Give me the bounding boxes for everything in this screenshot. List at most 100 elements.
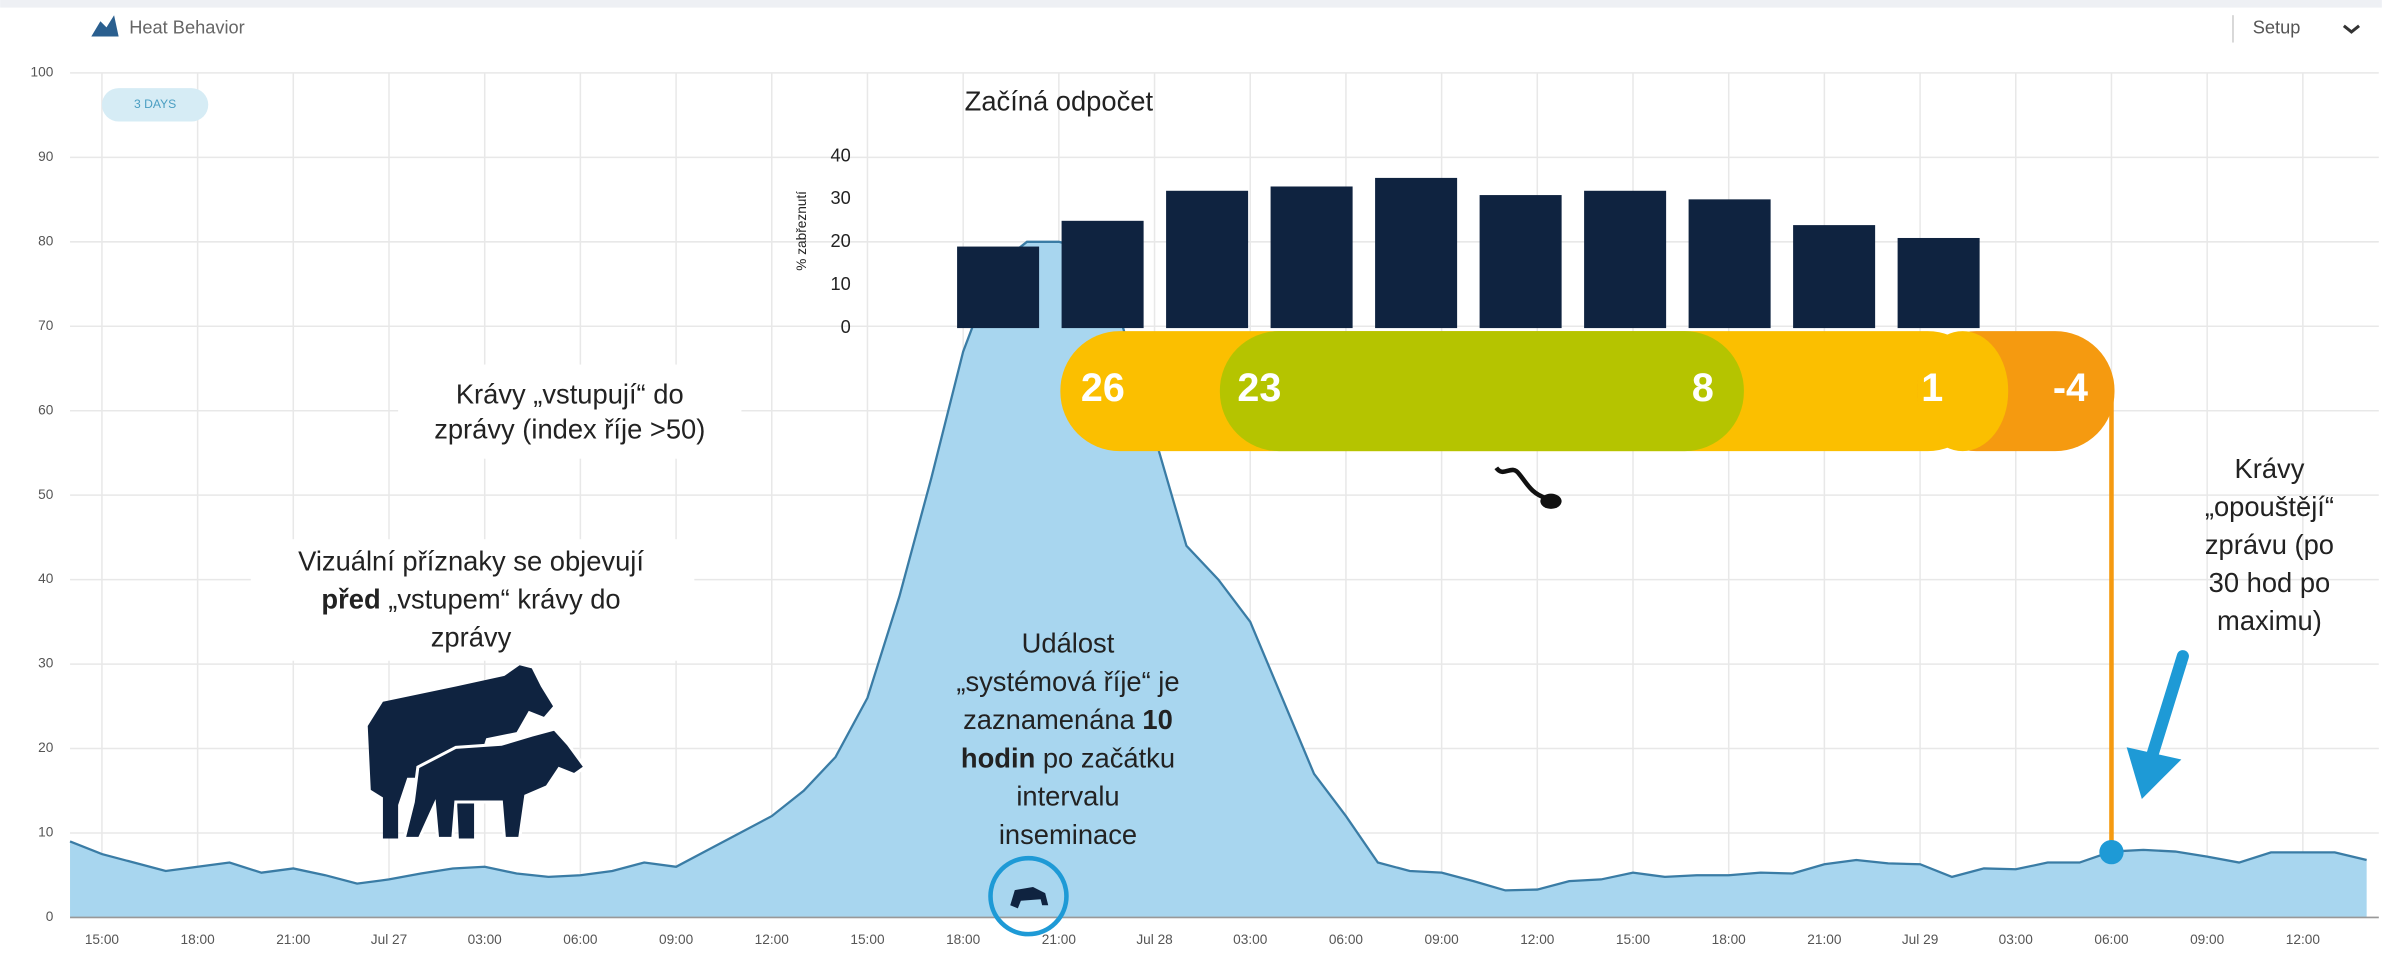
y-tick-label: 50: [38, 487, 54, 502]
x-tick-label: 12:00: [1520, 932, 1555, 947]
bar: [1479, 195, 1562, 329]
top-strip: [0, 0, 2382, 8]
bar: [1584, 190, 1667, 329]
annotation-line: inseminace: [999, 819, 1137, 850]
header-title: Heat Behavior: [129, 18, 244, 38]
x-tick-label: 03:00: [1233, 932, 1268, 947]
annotation-line: intervalu: [1016, 781, 1119, 812]
bar: [1166, 190, 1249, 329]
area: [70, 241, 2367, 918]
x-tick-label: Jul 28: [1136, 932, 1172, 947]
x-tick-label: 15:00: [85, 932, 120, 947]
bar: [1061, 220, 1144, 329]
annotation-run: inseminace: [999, 819, 1137, 850]
annotation-bg: [250, 539, 695, 661]
annotation-line: „opouštějí“: [2205, 491, 2334, 522]
x-tick-label: 18:00: [946, 932, 981, 947]
inset-y-tick-label: 20: [830, 231, 850, 251]
annotation-line: zprávy: [431, 622, 512, 653]
y-tick-label: 20: [38, 740, 54, 755]
bar: [1897, 237, 1980, 329]
annotation-run: „vstupem“ krávy do: [381, 584, 621, 615]
inset-y-label: % zabřeznutí: [794, 191, 809, 271]
setup-button[interactable]: Setup: [2253, 18, 2301, 38]
x-tick-label: 03:00: [1999, 932, 2034, 947]
annotation-line: hodin po začátku: [961, 743, 1175, 774]
x-tick-label: 09:00: [1425, 932, 1460, 947]
annotation-run: zaznamenána: [963, 704, 1142, 735]
annotation-line: zprávu (po: [2205, 529, 2334, 560]
annotation-bg: [398, 364, 742, 459]
annotation-run: 30 hod po: [2209, 567, 2331, 598]
annotation-run: zprávy: [431, 622, 512, 653]
annotation-run: „systémová říje“ je: [956, 666, 1179, 697]
x-tick-label: 21:00: [1042, 932, 1077, 947]
range-pill[interactable]: [101, 88, 209, 122]
y-tick-label: 40: [38, 571, 54, 586]
annotation-line: „systémová říje“ je: [956, 666, 1179, 697]
y-tick-label: 30: [38, 656, 54, 671]
countdown-label: 26: [1081, 366, 1125, 410]
inset-y-tick-label: 10: [830, 274, 850, 294]
sperm-head: [1540, 493, 1562, 509]
inset-y-tick-label: 0: [841, 317, 851, 337]
x-tick-label: 12:00: [755, 932, 790, 947]
annotation-run: Krávy „vstupují“ do: [456, 379, 684, 410]
y-tick-label: 80: [38, 233, 54, 248]
y-tick-label: 10: [38, 825, 54, 840]
leave-dot: [2099, 839, 2124, 865]
x-tick-label: 09:00: [659, 932, 694, 947]
arrow-shaft: [2144, 650, 2189, 766]
bar: [1793, 225, 1876, 329]
annotation-run: Vizuální příznaky se objevují: [298, 546, 644, 577]
annotation-run: „opouštějí“: [2205, 491, 2334, 522]
x-tick-label: 18:00: [1712, 932, 1747, 947]
x-tick-label: 15:00: [1616, 932, 1651, 947]
annotation-line: 30 hod po: [2209, 567, 2331, 598]
inset-y-tick-label: 30: [830, 188, 850, 208]
countdown-label: -4: [2053, 366, 2088, 410]
x-tick-label: 09:00: [2190, 932, 2225, 947]
y-tick-label: 60: [38, 402, 54, 417]
bar: [957, 246, 1040, 329]
annotation-line: Krávy: [2235, 453, 2305, 484]
bar: [1270, 186, 1353, 329]
inset-title: Začíná odpočet: [965, 86, 1154, 117]
countdown-label: 23: [1237, 366, 1281, 410]
x-tick-label: 06:00: [1329, 932, 1364, 947]
range-label[interactable]: 3 DAYS: [134, 97, 176, 111]
annotation-run: hodin: [961, 743, 1035, 774]
annotation-run: intervalu: [1016, 781, 1119, 812]
annotation-run: zprávy (index říje >50): [434, 414, 705, 445]
countdown-bar: 26 23 8 1 -4: [1060, 331, 2115, 452]
annotation-line: Událost: [1022, 628, 1115, 659]
x-tick-label: 21:00: [276, 932, 311, 947]
bar: [1688, 199, 1771, 329]
setup-chevron[interactable]: [2342, 24, 2361, 34]
header-icon: [91, 15, 119, 37]
x-tick-label: 06:00: [563, 932, 598, 947]
annotation-line: maximu): [2217, 605, 2322, 636]
x-tick-label: Jul 29: [1902, 932, 1938, 947]
x-tick-label: Jul 27: [371, 932, 407, 947]
countdown-segment: [1917, 331, 2009, 452]
y-tick-label: 0: [46, 909, 54, 924]
countdown-label: 1: [1921, 366, 1943, 410]
y-tick-label: 100: [31, 65, 54, 80]
cow-icon: [367, 665, 588, 840]
annotation-run: po začátku: [1035, 743, 1175, 774]
annotation-run: před: [321, 584, 380, 615]
annotation-run: Událost: [1022, 628, 1115, 659]
y-tick-label: 90: [38, 149, 54, 164]
annotation-run: maximu): [2217, 605, 2322, 636]
x-tick-label: 21:00: [1807, 932, 1842, 947]
sperm-icon: [1494, 466, 1548, 501]
inset-chart: Začíná odpočet % zabřeznutí 0 10 20 30 40: [794, 86, 1980, 337]
annotation-line: zprávy (index říje >50): [434, 414, 705, 445]
annotation-line: Krávy „vstupují“ do: [456, 379, 684, 410]
y-tick-label: 70: [38, 318, 54, 333]
annotation-run: 10: [1142, 704, 1172, 735]
annotations: Krávy „vstupují“ do zprávy (index říje >5…: [298, 379, 2334, 850]
